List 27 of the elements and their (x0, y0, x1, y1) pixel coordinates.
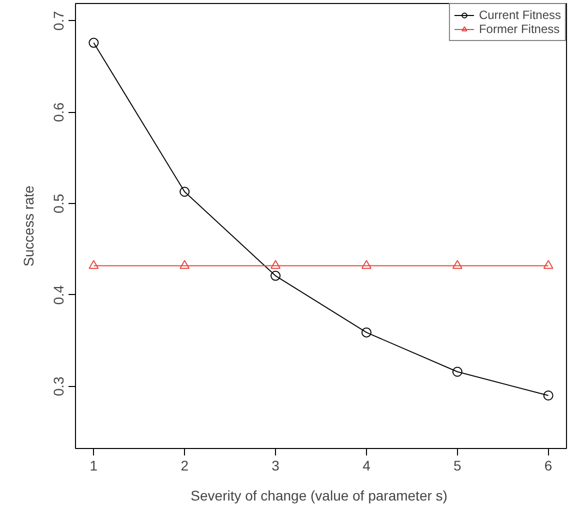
legend-label: Current Fitness (478, 8, 561, 22)
point (88, 260, 99, 269)
point (543, 390, 554, 400)
point (361, 260, 372, 269)
point (452, 260, 462, 269)
point (88, 38, 99, 48)
y-tick-label: 0.3 (50, 376, 66, 396)
point (361, 327, 372, 338)
y-tick-label: 0.5 (50, 194, 66, 214)
legend-label: Former Fitness (478, 22, 560, 36)
point (452, 366, 462, 377)
point (270, 270, 281, 281)
x-tick-label: 4 (362, 458, 371, 474)
x-tick-label: 3 (272, 458, 280, 474)
y-axis-title: Success rate (20, 185, 36, 266)
point (180, 186, 190, 197)
x-tick-label: 6 (544, 458, 552, 474)
y-tick-label: 0.6 (50, 102, 66, 122)
point (543, 260, 554, 269)
point (180, 260, 190, 269)
x-tick-label: 1 (90, 458, 98, 474)
point (270, 260, 281, 269)
y-tick-label: 0.7 (50, 10, 66, 31)
x-axis-title: Severity of change (value of parameter s) (190, 488, 448, 504)
x-tick-label: 2 (180, 458, 189, 474)
x-tick-label: 5 (453, 458, 462, 474)
y-tick-label: 0.4 (50, 285, 66, 305)
